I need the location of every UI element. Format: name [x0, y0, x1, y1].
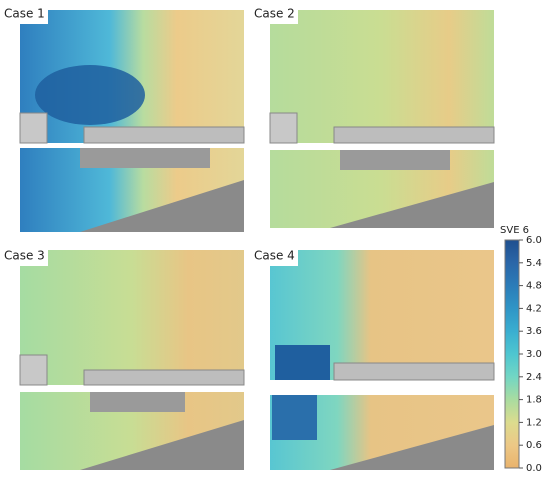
blob: [275, 345, 330, 380]
block: [80, 148, 210, 168]
block: [83, 369, 245, 386]
tick-label: 6.0: [526, 235, 542, 246]
labels: Case 1 Case 2 Case 3 Case 4: [0, 4, 298, 266]
block: [83, 126, 245, 144]
tick-label: 2.4: [526, 372, 542, 383]
tick-label: 1.8: [526, 395, 542, 406]
steps: [330, 182, 494, 228]
colorbar-title: SVE 6: [500, 225, 529, 236]
tick-label: 0.6: [526, 440, 542, 451]
block: [340, 150, 450, 170]
panel-label: Case 1: [4, 7, 45, 21]
colorbar: [504, 239, 520, 469]
tick-label: 1.2: [526, 417, 542, 428]
field-plan: [20, 250, 244, 385]
tick-label: 5.4: [526, 258, 542, 269]
label-bg: [0, 4, 48, 24]
block: [269, 112, 298, 144]
block: [333, 362, 495, 381]
label-bg: [250, 246, 298, 266]
label-bg: [250, 4, 298, 24]
steps: [80, 180, 244, 232]
panel-label: Case 4: [254, 249, 295, 263]
steps: [80, 420, 244, 470]
tick-label: 3.6: [526, 326, 542, 337]
tick-label: 4.2: [526, 303, 542, 314]
tick-label: 3.0: [526, 349, 542, 360]
block: [90, 392, 185, 412]
tick-label: 4.8: [526, 281, 542, 292]
steps: [330, 425, 494, 470]
tick-label: 0.0: [526, 463, 542, 474]
panel-label: Case 2: [254, 7, 295, 21]
block: [19, 354, 48, 386]
block: [19, 112, 48, 144]
panel-label: Case 3: [4, 249, 45, 263]
blob: [272, 395, 317, 440]
block: [333, 126, 495, 144]
label-bg: [0, 246, 48, 266]
field-plan: [270, 10, 494, 143]
blob: [35, 65, 145, 125]
